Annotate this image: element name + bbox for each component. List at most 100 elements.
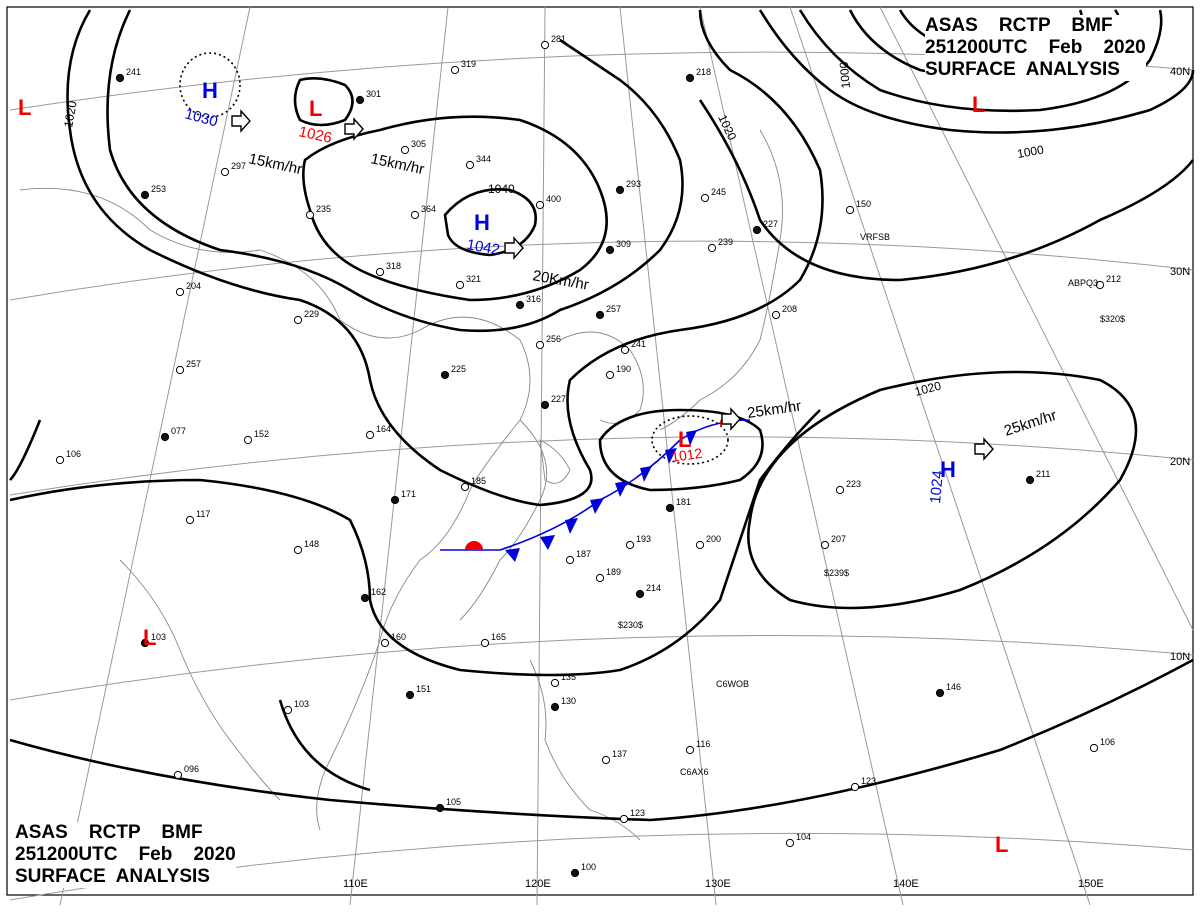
station-circle [615, 185, 625, 195]
station-pressure-label: 165 [491, 632, 506, 642]
station-circle [619, 814, 629, 824]
station-pressure-label: 077 [171, 426, 186, 436]
station-pressure-label: 319 [461, 59, 476, 69]
lat-label-30n: 30N [1170, 266, 1190, 278]
station-plots: 241 319 281 301 305 344 293 364 400 309 235 297 253 3… [55, 34, 1125, 878]
high-center-value: 1042 [465, 236, 501, 259]
station-pressure-label: 235 [316, 204, 331, 214]
isobar-1008-north [758, 9, 1195, 134]
station-pressure-label: 257 [606, 304, 621, 314]
station-circle [175, 365, 185, 375]
front-triangle [665, 448, 677, 464]
ring-low-1012 [651, 415, 729, 465]
station-circle [140, 190, 150, 200]
ship-callsign: $320$ [1100, 314, 1125, 324]
motion-speed-label: 15km/hr [247, 150, 304, 178]
station-circle [707, 243, 717, 253]
isobar-1028 [106, 9, 684, 333]
front-triangle [540, 535, 555, 550]
station-circle [450, 65, 460, 75]
station-pressure-label: 100 [581, 862, 596, 872]
parallel-30n [9, 240, 1194, 301]
lon-label-130e: 130E [705, 878, 731, 890]
arrow-1012 [721, 407, 741, 431]
arrow-1026 [344, 117, 364, 141]
station-circle [173, 770, 183, 780]
station-pressure-label: 305 [411, 139, 426, 149]
station-circle [160, 432, 170, 442]
station-circle [565, 555, 575, 565]
low-center-marker: L [972, 92, 985, 117]
station-circle [460, 482, 470, 492]
meridian-150e [789, 6, 1091, 906]
station-pressure-label: 096 [184, 764, 199, 774]
front-triangle [590, 498, 604, 514]
station-pressure-label: 344 [476, 154, 491, 164]
station-circle [540, 40, 550, 50]
station-pressure-label: 245 [711, 187, 726, 197]
isobar-1012 [9, 658, 1194, 822]
station-circle [850, 782, 860, 792]
motion-speed-label: 25km/hr [746, 398, 802, 422]
high-center-marker: H [474, 210, 490, 235]
station-pressure-label: 239 [718, 237, 733, 247]
lon-label-140e: 140E [893, 878, 919, 890]
china-coast [459, 419, 548, 621]
ring-high-1030 [179, 52, 241, 118]
station-circle [283, 705, 293, 715]
front-triangle [686, 430, 697, 446]
station-pressure-label: 181 [676, 497, 691, 507]
isobar-1020-north [66, 9, 824, 507]
station-circle [515, 300, 525, 310]
station-circle [835, 485, 845, 495]
map-frame [6, 6, 1194, 896]
station-pressure-label: 207 [831, 534, 846, 544]
motion-speed-label: 15km/hr [369, 150, 426, 178]
isobar-1020-pacific-high [747, 370, 1138, 610]
philippines-coast [529, 659, 641, 841]
station-pressure-label: 253 [151, 184, 166, 194]
station-pressure-label: 241 [126, 67, 141, 77]
isobar-1016-taiwan-low [598, 408, 764, 492]
ship-callsign: VRFSB [860, 232, 890, 242]
station-pressure-label: 152 [254, 429, 269, 439]
center-rings [179, 52, 729, 465]
isobar-label: 1000 [1016, 142, 1045, 160]
coastlines [19, 129, 783, 841]
isobar-label: 1000 [837, 61, 853, 89]
station-circle [625, 540, 635, 550]
station-pressure-label: 281 [551, 34, 566, 44]
station-circle [752, 225, 762, 235]
station-pressure-label: 204 [186, 281, 201, 291]
meridian-110e [349, 6, 449, 906]
lat-label-20n: 20N [1170, 456, 1190, 468]
station-circle [685, 73, 695, 83]
low-center-marker: L [143, 625, 156, 650]
station-pressure-label: 214 [646, 583, 661, 593]
front-triangle [615, 481, 628, 497]
isobar-1016 [9, 409, 821, 677]
isobar-label: 1020 [913, 378, 943, 399]
cold-front-triangles [505, 430, 697, 562]
meridian-140e [699, 6, 904, 906]
station-circle [540, 400, 550, 410]
asia-coast-main [19, 187, 531, 831]
front-triangle [640, 466, 652, 482]
front-triangle [565, 518, 578, 534]
station-circle [365, 430, 375, 440]
station-pressure-label: 364 [421, 204, 436, 214]
station-pressure-label: 297 [231, 161, 246, 171]
chart-footer: ASAS RCTP BMF 251200UTC Feb 2020 SURFACE… [15, 822, 236, 888]
low-center-value: 1012 [670, 445, 703, 465]
isobars [9, 9, 1195, 822]
high-center-marker: H [202, 78, 218, 103]
station-pressure-label: 211 [1036, 469, 1050, 479]
station-pressure-label: 227 [763, 219, 778, 229]
header-line-3: SURFACE ANALYSIS [925, 59, 1120, 80]
station-pressure-label: 150 [856, 199, 871, 209]
isobar-label: 1020 [715, 112, 739, 142]
footer-line-1: ASAS RCTP BMF [15, 822, 203, 843]
station-pressure-label: 212 [1106, 274, 1121, 284]
station-pressure-label: 187 [576, 549, 591, 559]
station-pressure-label: 200 [706, 534, 721, 544]
